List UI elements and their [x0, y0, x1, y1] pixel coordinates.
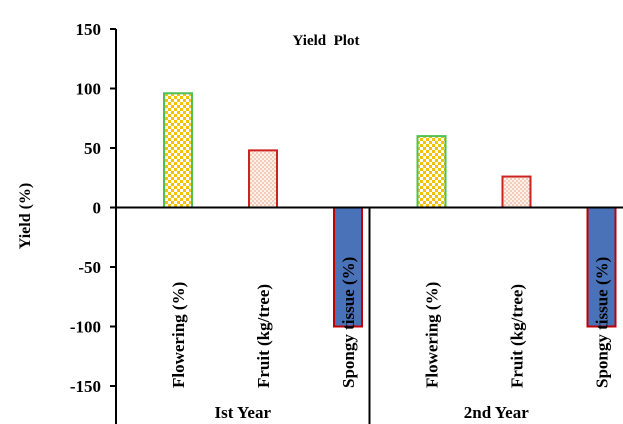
bar-0-2: [333, 206, 363, 328]
y-axis: 150 100 50 0 -50 -100 -150: [70, 20, 116, 396]
y-tick-label: -150: [70, 377, 101, 396]
y-tick-label: -100: [70, 318, 101, 337]
y-tick-label: 150: [76, 20, 102, 39]
bar-labels-layer: Flowering (%) Fruit (kg/tree) Spongy tissu…: [169, 257, 612, 422]
bar-1-2: [586, 206, 617, 328]
bar-1-0: [416, 135, 447, 209]
y-tick-label: 50: [84, 139, 101, 158]
category-label: Flowering (%): [423, 282, 442, 388]
group-label: 2nd Year: [464, 403, 529, 422]
category-label: Fruit (kg/tree): [254, 284, 273, 388]
category-label: Fruit (kg/tree): [508, 284, 527, 388]
category-label: Flowering (%): [169, 282, 188, 388]
bar-0-0: [163, 92, 193, 209]
bar-0-1: [248, 149, 278, 209]
group-label: Ist Year: [215, 403, 272, 422]
category-label: Spongy tissue (%): [593, 257, 612, 388]
y-tick-label: -50: [78, 258, 101, 277]
chart-title: Yield Plot: [293, 33, 360, 49]
bars-layer: [163, 92, 617, 328]
y-tick-label: 0: [93, 199, 102, 218]
y-axis-label: Yield (%): [17, 183, 34, 250]
y-tick-label: 100: [76, 80, 102, 99]
axes-layer: [115, 29, 623, 424]
category-label: Spongy tissue (%): [339, 257, 358, 388]
bar-1-1: [501, 175, 532, 209]
